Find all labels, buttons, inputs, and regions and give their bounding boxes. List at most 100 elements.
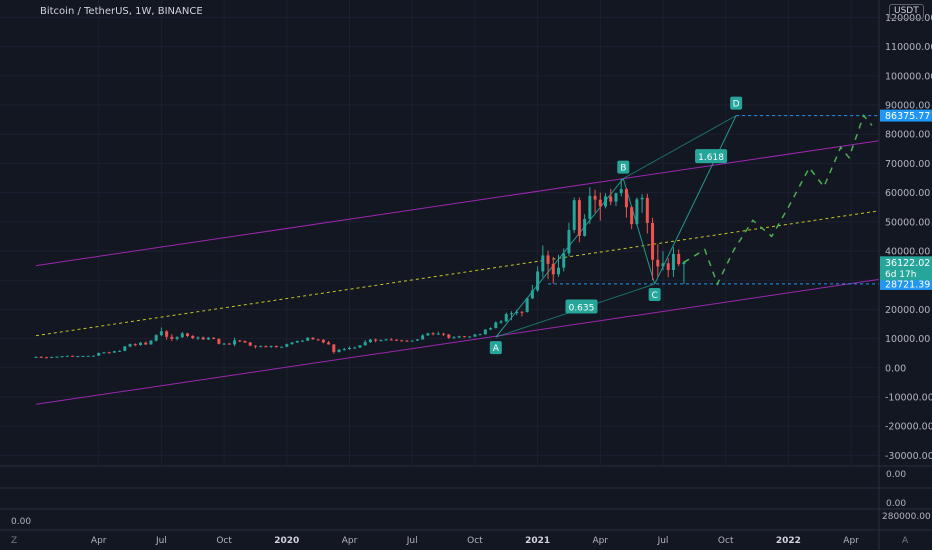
candle bbox=[541, 245, 545, 278]
candle bbox=[290, 342, 294, 345]
candle-body bbox=[332, 344, 336, 353]
candle bbox=[180, 331, 184, 339]
current-price-badge-value: 36122.02 bbox=[885, 258, 930, 269]
time-axis[interactable]: Apr Jul Oct 2020 Apr Jul Oct 2021 Apr Jul Oct 2022 A… bbox=[91, 536, 859, 546]
candle-body bbox=[60, 356, 64, 358]
pattern-point-label: D bbox=[733, 100, 740, 110]
candle bbox=[165, 330, 169, 340]
candle bbox=[494, 321, 498, 329]
candle-body bbox=[348, 347, 351, 350]
candle-body bbox=[415, 339, 419, 341]
candle bbox=[186, 332, 190, 338]
candle-body bbox=[102, 352, 106, 354]
candlestick-series bbox=[34, 178, 686, 359]
channel-lower-line[interactable] bbox=[35, 275, 904, 405]
candle bbox=[259, 345, 263, 348]
grid bbox=[0, 0, 879, 466]
candle bbox=[614, 192, 618, 207]
candle-body bbox=[671, 253, 675, 270]
time-tick-label: 2021 bbox=[525, 536, 550, 546]
candle bbox=[588, 187, 592, 225]
time-tick-label: Apr bbox=[342, 536, 358, 546]
currency-button[interactable]: USDT bbox=[889, 4, 924, 19]
candle bbox=[536, 266, 540, 292]
time-tick-label: Jul bbox=[657, 536, 669, 546]
candle-body bbox=[170, 336, 174, 339]
support-price-badge-box bbox=[880, 277, 932, 290]
pane2-axis-label: 0.00 bbox=[886, 499, 907, 509]
projection-line[interactable] bbox=[683, 114, 873, 286]
candle-body bbox=[269, 345, 273, 347]
candle bbox=[478, 333, 482, 336]
horizontal-levels[interactable] bbox=[548, 115, 879, 285]
symbol-title: Bitcoin / TetherUS, 1W, BINANCE bbox=[40, 6, 203, 17]
time-tick-label: Apr bbox=[843, 536, 859, 546]
candle bbox=[128, 343, 132, 348]
candle-body bbox=[363, 342, 367, 346]
pattern-point-label: A bbox=[493, 344, 500, 354]
pattern-leg-cd[interactable] bbox=[654, 115, 737, 285]
candle bbox=[44, 356, 48, 359]
candle-body bbox=[520, 311, 524, 313]
candle bbox=[462, 335, 466, 338]
candle bbox=[609, 188, 613, 206]
candle-body bbox=[159, 331, 163, 336]
pattern-point-a: A bbox=[489, 341, 502, 355]
candle-body bbox=[128, 344, 132, 347]
candle-body bbox=[604, 196, 608, 207]
candle-body bbox=[196, 337, 200, 339]
channel-upper-line[interactable] bbox=[35, 136, 904, 267]
candle-body bbox=[248, 342, 252, 346]
candle-body bbox=[316, 339, 320, 341]
candle bbox=[410, 340, 414, 342]
candle-body bbox=[311, 337, 315, 340]
candle-body bbox=[598, 199, 602, 207]
candle bbox=[86, 355, 90, 357]
candle bbox=[630, 206, 634, 230]
candle bbox=[530, 284, 534, 300]
candle bbox=[619, 178, 623, 197]
candle bbox=[139, 342, 142, 346]
pattern-leg-bc[interactable] bbox=[622, 178, 656, 285]
candle-body bbox=[212, 337, 216, 339]
candle bbox=[39, 356, 43, 358]
price-tick-label: 20000.00 bbox=[885, 305, 930, 316]
candle-body bbox=[139, 342, 142, 346]
candle bbox=[348, 346, 351, 350]
candle-body bbox=[374, 339, 378, 341]
candle bbox=[327, 340, 331, 345]
candle-body bbox=[358, 345, 362, 348]
candle-body bbox=[661, 263, 665, 267]
auto-scale-toggle[interactable]: A bbox=[902, 536, 909, 546]
trend-channel[interactable] bbox=[35, 136, 904, 405]
candle-body bbox=[180, 333, 184, 338]
candle bbox=[175, 336, 179, 341]
price-tick-label: 10000.00 bbox=[885, 334, 930, 345]
channel-midline[interactable] bbox=[35, 206, 904, 337]
candle-body bbox=[97, 352, 101, 356]
pattern-point-b: B bbox=[617, 160, 630, 174]
candle bbox=[253, 345, 257, 349]
price-axis[interactable]: 120000.00110000.00100000.0090000.0080000… bbox=[878, 0, 932, 550]
candle-body bbox=[630, 207, 634, 225]
candle bbox=[520, 311, 524, 317]
candle-body bbox=[483, 329, 487, 335]
candle bbox=[421, 334, 425, 340]
time-tick-label: Jul bbox=[406, 536, 418, 546]
candle bbox=[238, 340, 242, 343]
candle bbox=[144, 341, 148, 346]
candle bbox=[509, 311, 513, 321]
price-tick-label: -10000.00 bbox=[885, 393, 932, 404]
fib-ratio: 1.618 bbox=[695, 149, 728, 164]
candle-body bbox=[536, 271, 540, 291]
time-zone-toggle[interactable]: Z bbox=[11, 536, 18, 546]
candle-body bbox=[238, 340, 242, 342]
price-axis-background bbox=[879, 0, 932, 466]
candle-body bbox=[489, 328, 493, 330]
projection-path[interactable] bbox=[683, 114, 873, 286]
candle-body bbox=[389, 339, 393, 341]
candle bbox=[60, 355, 64, 358]
candle-body bbox=[379, 340, 383, 342]
